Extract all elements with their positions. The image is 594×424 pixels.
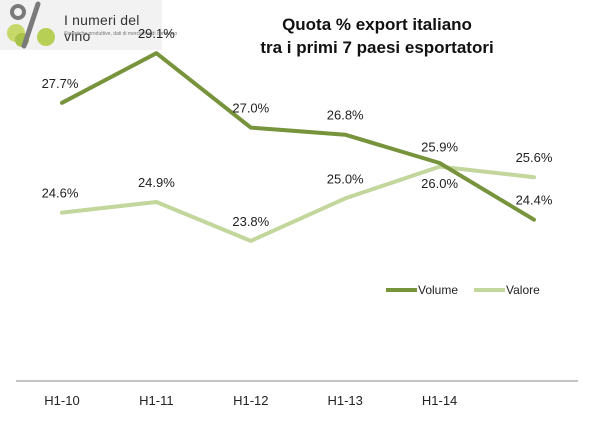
x-tick-label: H1-10 bbox=[44, 393, 79, 408]
data-label-valore-4: 25.9% bbox=[421, 140, 458, 155]
data-label-valore-2: 23.8% bbox=[232, 214, 269, 229]
series-volume: 27.7% 29.1% 27.0% 26.8% 26.0% 24.4% bbox=[42, 26, 553, 222]
data-label-valore-5: 25.6% bbox=[516, 150, 553, 165]
legend: Volume Valore bbox=[386, 283, 540, 297]
data-label-volume-5: 24.4% bbox=[516, 193, 553, 208]
x-tick-label: H1-11 bbox=[139, 393, 173, 408]
legend-label: Volume bbox=[418, 283, 458, 297]
x-tick-label: H1-12 bbox=[233, 393, 268, 408]
chart-title-line-2: tra i primi 7 paesi esportatori bbox=[260, 38, 493, 57]
data-label-valore-0: 24.6% bbox=[42, 186, 79, 201]
percent-glass-and-grapes-icon bbox=[7, 1, 55, 49]
series-layer: 24.6% 24.9% 23.8% 25.0% 25.9% 25.6% 27.7% 29.1%… bbox=[42, 26, 553, 243]
x-tick-label: H1-13 bbox=[327, 393, 362, 408]
x-tick-label: H1-14 bbox=[422, 393, 457, 408]
data-label-volume-2: 27.0% bbox=[232, 101, 269, 116]
data-label-valore-1: 24.9% bbox=[138, 175, 175, 190]
data-label-volume-3: 26.8% bbox=[327, 108, 364, 123]
legend-label: Valore bbox=[506, 283, 540, 297]
logo-tagline: Statistiche produttive, dati di mercato … bbox=[64, 31, 178, 37]
chart-title-line-1: Quota % export italiano bbox=[282, 15, 472, 34]
data-label-volume-4: 26.0% bbox=[421, 176, 458, 191]
x-tick-labels: H1-10 H1-11 H1-12 H1-13 H1-14 bbox=[44, 393, 457, 408]
data-label-volume-1: 29.1% bbox=[138, 26, 175, 41]
legend-item-valore: Valore bbox=[474, 283, 540, 297]
legend-item-volume: Volume bbox=[386, 283, 458, 297]
logo-name: I numeri del vino bbox=[64, 12, 140, 44]
series-line-valore bbox=[60, 164, 536, 243]
data-label-volume-0: 27.7% bbox=[42, 76, 79, 91]
series-line-volume bbox=[60, 51, 536, 222]
data-label-valore-3: 25.0% bbox=[327, 171, 364, 186]
series-valore: 24.6% 24.9% 23.8% 25.0% 25.9% 25.6% bbox=[42, 140, 553, 243]
logo: I numeri del vino Statistiche produttive… bbox=[0, 0, 177, 50]
